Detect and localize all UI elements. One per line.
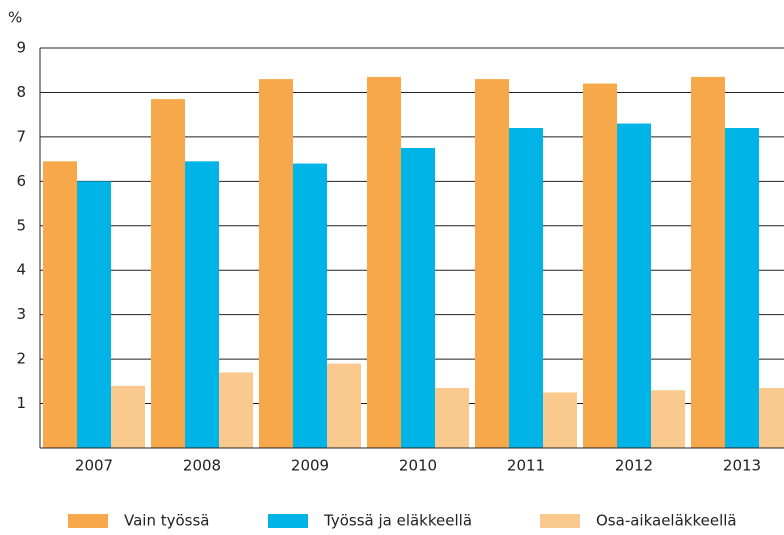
bar xyxy=(185,161,219,449)
y-tick-label: 8 xyxy=(16,83,26,101)
bar xyxy=(327,363,361,448)
x-tick-label: 2011 xyxy=(507,457,545,475)
bar xyxy=(259,79,293,448)
legend-swatch xyxy=(268,514,308,528)
bar xyxy=(691,76,725,448)
bar xyxy=(77,181,111,449)
x-tick-label: 2008 xyxy=(183,457,221,475)
bar xyxy=(509,128,543,448)
x-tick-label: 2010 xyxy=(399,457,437,475)
y-tick-label: 3 xyxy=(16,305,26,323)
y-tick-label: 5 xyxy=(16,216,26,234)
bar xyxy=(111,385,145,448)
x-tick-label: 2007 xyxy=(75,457,113,475)
x-tick-label: 2013 xyxy=(723,457,761,475)
bar xyxy=(651,390,685,448)
bar xyxy=(219,372,253,448)
y-tick-label: 6 xyxy=(16,172,26,190)
y-tick-label: 7 xyxy=(16,127,26,145)
legend-label: Osa-aikaeläkkeellä xyxy=(596,512,737,530)
bar xyxy=(475,79,509,448)
y-tick-label: 2 xyxy=(16,350,26,368)
legend-swatch xyxy=(540,514,580,528)
bar xyxy=(401,148,435,448)
legend-label: Vain työssä xyxy=(124,512,210,530)
bar xyxy=(43,161,77,449)
legend-label: Työssä ja eläkkeellä xyxy=(323,512,472,530)
bar xyxy=(617,123,651,449)
y-tick-label: 4 xyxy=(16,261,26,279)
bar xyxy=(293,163,327,449)
bar xyxy=(583,83,617,449)
legend-swatch xyxy=(68,514,108,528)
y-tick-label: 1 xyxy=(16,394,26,412)
bar xyxy=(543,392,577,448)
bar xyxy=(759,388,784,448)
bar xyxy=(367,76,401,448)
bar xyxy=(435,388,469,448)
y-axis-label: % xyxy=(8,9,22,27)
bar xyxy=(725,128,759,448)
x-tick-label: 2009 xyxy=(291,457,329,475)
bar xyxy=(151,99,185,448)
y-tick-label: 9 xyxy=(16,39,26,57)
x-tick-label: 2012 xyxy=(615,457,653,475)
